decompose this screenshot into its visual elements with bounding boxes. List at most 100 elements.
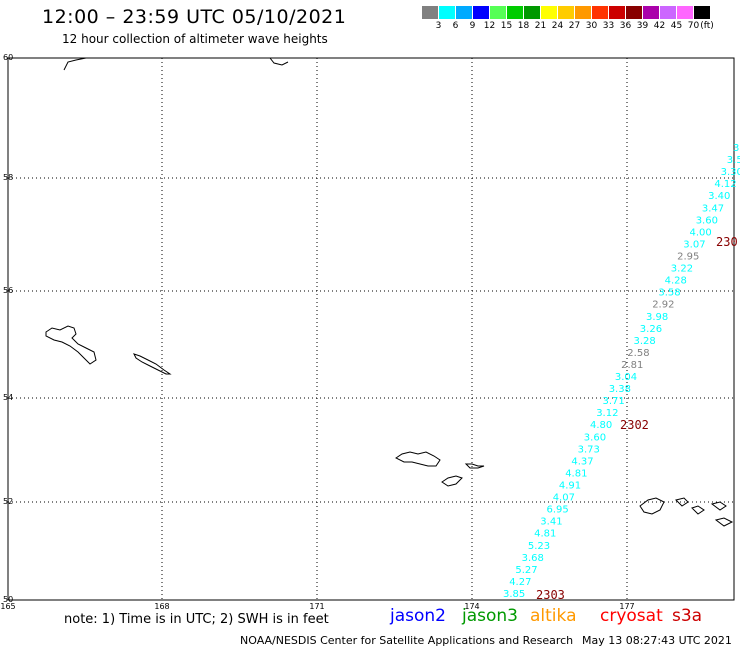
wave-height-value: 4.12 — [714, 179, 736, 190]
wave-height-value: 2.92 — [652, 300, 674, 311]
latitude-gridlines — [8, 57, 734, 503]
scale-label: 30 — [585, 21, 598, 31]
wave-height-value: 3.60 — [584, 432, 606, 443]
coastlines — [45, 57, 734, 527]
latitude-label: 56 — [3, 286, 13, 295]
longitude-gridlines — [7, 58, 628, 600]
scale-label: 9 — [469, 21, 476, 31]
wave-height-value: 4.80 — [590, 420, 612, 431]
island-agattu — [133, 353, 172, 375]
scale-unit: (ft) — [700, 21, 714, 31]
longitude-label: 177 — [619, 602, 634, 611]
wave-height-value: 3.07 — [683, 239, 705, 250]
longitude-label: 171 — [309, 602, 324, 611]
wave-height-value: 2.58 — [627, 348, 649, 359]
longitude-label: 174 — [464, 602, 479, 611]
page-title: 12:00 – 23:59 UTC 05/10/2021 — [42, 6, 347, 28]
wave-height-value: 3.04 — [615, 372, 637, 383]
wave-height-scale-labels: 3 6 9 12 15 18 21 24 27 30 33 36 39 42 45 70 (ft) — [422, 21, 716, 31]
legend-item-jason3: jason3 — [462, 606, 518, 626]
wave-height-value: 3.12 — [596, 408, 618, 419]
scale-swatch — [439, 6, 456, 19]
latitude-labels: 60 58 56 54 52 50 — [3, 53, 13, 604]
island-atka — [710, 501, 727, 511]
scale-label: 39 — [636, 21, 649, 31]
island-kiska — [395, 451, 441, 467]
scale-swatch — [524, 6, 541, 19]
wave-height-value: 4.27 — [509, 577, 531, 588]
wave-height-value: 3.71 — [603, 396, 625, 407]
pass-time-label: 2303 — [536, 588, 565, 602]
scale-label: 12 — [483, 21, 496, 31]
scale-swatch — [507, 6, 524, 19]
legend-item-altika: altika — [530, 606, 577, 626]
scale-swatch — [694, 6, 711, 19]
scale-label: 6 — [452, 21, 459, 31]
scale-label: 33 — [602, 21, 615, 31]
wave-height-value: 2.95 — [677, 252, 699, 263]
island-tanaga — [691, 505, 705, 515]
pass-time-label: 230 — [716, 235, 738, 249]
wave-height-value: 3.5 — [727, 155, 740, 166]
generated-timestamp: May 13 08:27:43 UTC 2021 — [582, 634, 732, 647]
wave-height-value: 3.38 — [609, 384, 631, 395]
scale-label: 36 — [619, 21, 632, 31]
scale-swatch — [490, 6, 507, 19]
scale-swatch — [422, 6, 439, 19]
scale-label: 18 — [517, 21, 530, 31]
coastline-fragment — [269, 57, 289, 66]
scale-label: 21 — [534, 21, 547, 31]
scale-label: 15 — [500, 21, 513, 31]
scale-swatch — [677, 6, 694, 19]
scale-label: 27 — [568, 21, 581, 31]
scale-swatch — [558, 6, 575, 19]
wave-height-value: 3.26 — [640, 324, 662, 335]
island-amlia — [714, 517, 734, 527]
wave-height-value: 3.41 — [540, 517, 562, 528]
island-segula — [464, 463, 485, 469]
scale-swatch — [541, 6, 558, 19]
wave-height-value: 3.22 — [671, 264, 693, 275]
latitude-label: 60 — [3, 53, 13, 62]
scale-swatch — [473, 6, 490, 19]
longitude-label: 165 — [0, 602, 15, 611]
wave-height-value: 4.81 — [565, 469, 587, 480]
wave-height-value: 2.81 — [621, 360, 643, 371]
wave-height-value: 4.91 — [559, 481, 581, 492]
wave-height-value: 6.95 — [547, 505, 569, 516]
wave-height-value: 3.98 — [646, 312, 668, 323]
scale-label: 3 — [435, 21, 442, 31]
wave-height-value: 4.28 — [665, 276, 687, 287]
legend-item-s3a: s3a — [672, 606, 703, 626]
latitude-label: 52 — [3, 497, 13, 506]
credit-line: NOAA/NESDIS Center for Satellite Applica… — [240, 634, 574, 647]
satellite-track-values: 3.854.275.273.685.234.813.416.954.074.91… — [503, 143, 740, 600]
wave-height-value: 3.28 — [634, 336, 656, 347]
legend-item-cryosat: cryosat — [600, 606, 663, 626]
wave-height-value: 4.81 — [534, 529, 556, 540]
scale-label: 24 — [551, 21, 564, 31]
latitude-label: 58 — [3, 173, 13, 182]
legend-item-jason2: jason2 — [390, 606, 446, 626]
coastline-fragment — [63, 57, 87, 71]
island-attu — [45, 325, 97, 365]
map-frame — [7, 57, 735, 601]
wave-height-value: 3.47 — [702, 203, 724, 214]
scale-swatch — [592, 6, 609, 19]
scale-label: 45 — [670, 21, 683, 31]
wave-height-color-scale — [422, 6, 711, 19]
wave-height-value: 3.58 — [658, 288, 680, 299]
scale-swatch — [575, 6, 592, 19]
scale-label: 70 — [687, 21, 700, 31]
wave-height-value: 3.85 — [503, 589, 525, 600]
island-adak — [639, 497, 665, 515]
wave-height-value: 3.30 — [721, 167, 740, 178]
wave-height-value: 5.27 — [515, 565, 537, 576]
wave-height-value: 4.07 — [553, 493, 575, 504]
pass-time-labels: 2303 2302 230 — [536, 235, 738, 602]
island-kanaga — [675, 497, 689, 507]
wave-height-value: 5.23 — [528, 541, 550, 552]
latitude-label: 54 — [3, 393, 13, 402]
scale-swatch — [456, 6, 473, 19]
scale-label: 42 — [653, 21, 666, 31]
